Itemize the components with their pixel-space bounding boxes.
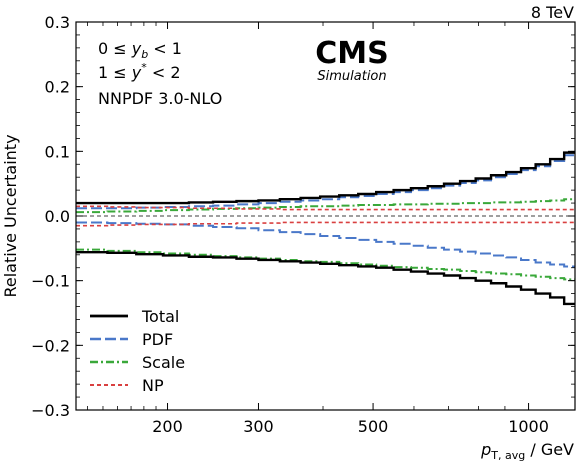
y-tick-label: 0.1 bbox=[45, 142, 70, 161]
series-pdf-lower bbox=[76, 221, 575, 268]
series-scale-upper bbox=[76, 198, 575, 214]
x-axis-ticks: 200 300 500 1000 bbox=[87, 22, 549, 436]
y-tick-label: 0.0 bbox=[45, 207, 70, 226]
series-np-lower bbox=[76, 221, 575, 227]
series-total-upper bbox=[76, 151, 575, 205]
series-pdf-upper bbox=[76, 154, 575, 210]
series-total-lower bbox=[76, 251, 575, 306]
annotation-pdf-set: NNPDF 3.0-NLO bbox=[98, 89, 222, 108]
y-tick-label: −0.1 bbox=[31, 272, 70, 291]
y-axis-ticks: 0.3 0.2 0.1 0.0 −0.1 −0.2 −0.3 bbox=[31, 13, 575, 420]
x-tick-label: 300 bbox=[243, 417, 274, 436]
simulation-label: Simulation bbox=[317, 69, 386, 84]
annotation-yb-range: 0 ≤ yb < 1 bbox=[98, 39, 182, 61]
x-tick-label: 500 bbox=[358, 417, 389, 436]
annotation-ystar-range: 1 ≤ y* < 2 bbox=[98, 61, 181, 82]
y-tick-label: −0.3 bbox=[31, 401, 70, 420]
series-np-upper bbox=[76, 205, 575, 211]
legend-label-scale: Scale bbox=[142, 353, 185, 372]
legend-label-pdf: PDF bbox=[142, 330, 173, 349]
x-axis-label: pT, avg / GeV bbox=[480, 440, 574, 462]
y-axis-label: Relative Uncertainty bbox=[1, 134, 20, 297]
series-scale-lower bbox=[76, 248, 575, 281]
y-tick-label: 0.3 bbox=[45, 13, 70, 32]
energy-label: 8 TeV bbox=[531, 3, 574, 22]
y-tick-label: −0.2 bbox=[31, 336, 70, 355]
y-tick-label: 0.2 bbox=[45, 78, 70, 97]
cms-logo: CMS bbox=[315, 36, 388, 71]
series-layer bbox=[76, 151, 575, 306]
x-tick-label: 200 bbox=[152, 417, 183, 436]
legend-label-total: Total bbox=[141, 307, 179, 326]
legend-label-np: NP bbox=[142, 376, 164, 395]
legend: Total PDF Scale NP bbox=[90, 307, 185, 395]
x-tick-label: 1000 bbox=[508, 417, 549, 436]
